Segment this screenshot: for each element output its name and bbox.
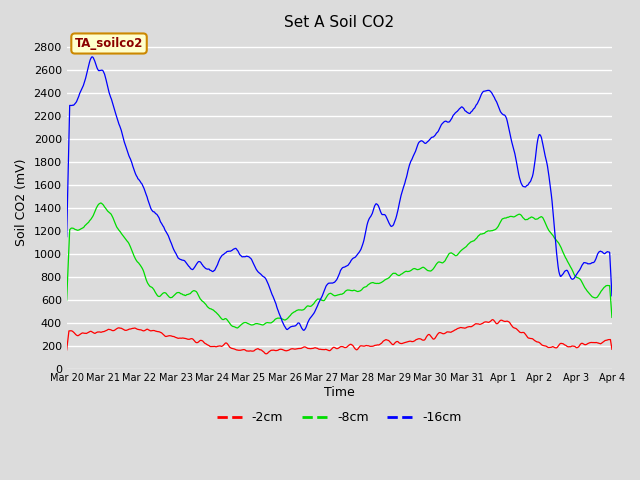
Text: TA_soilco2: TA_soilco2	[75, 37, 143, 50]
Legend: -2cm, -8cm, -16cm: -2cm, -8cm, -16cm	[212, 406, 467, 429]
X-axis label: Time: Time	[324, 386, 355, 399]
Y-axis label: Soil CO2 (mV): Soil CO2 (mV)	[15, 158, 28, 246]
Title: Set A Soil CO2: Set A Soil CO2	[284, 15, 394, 30]
